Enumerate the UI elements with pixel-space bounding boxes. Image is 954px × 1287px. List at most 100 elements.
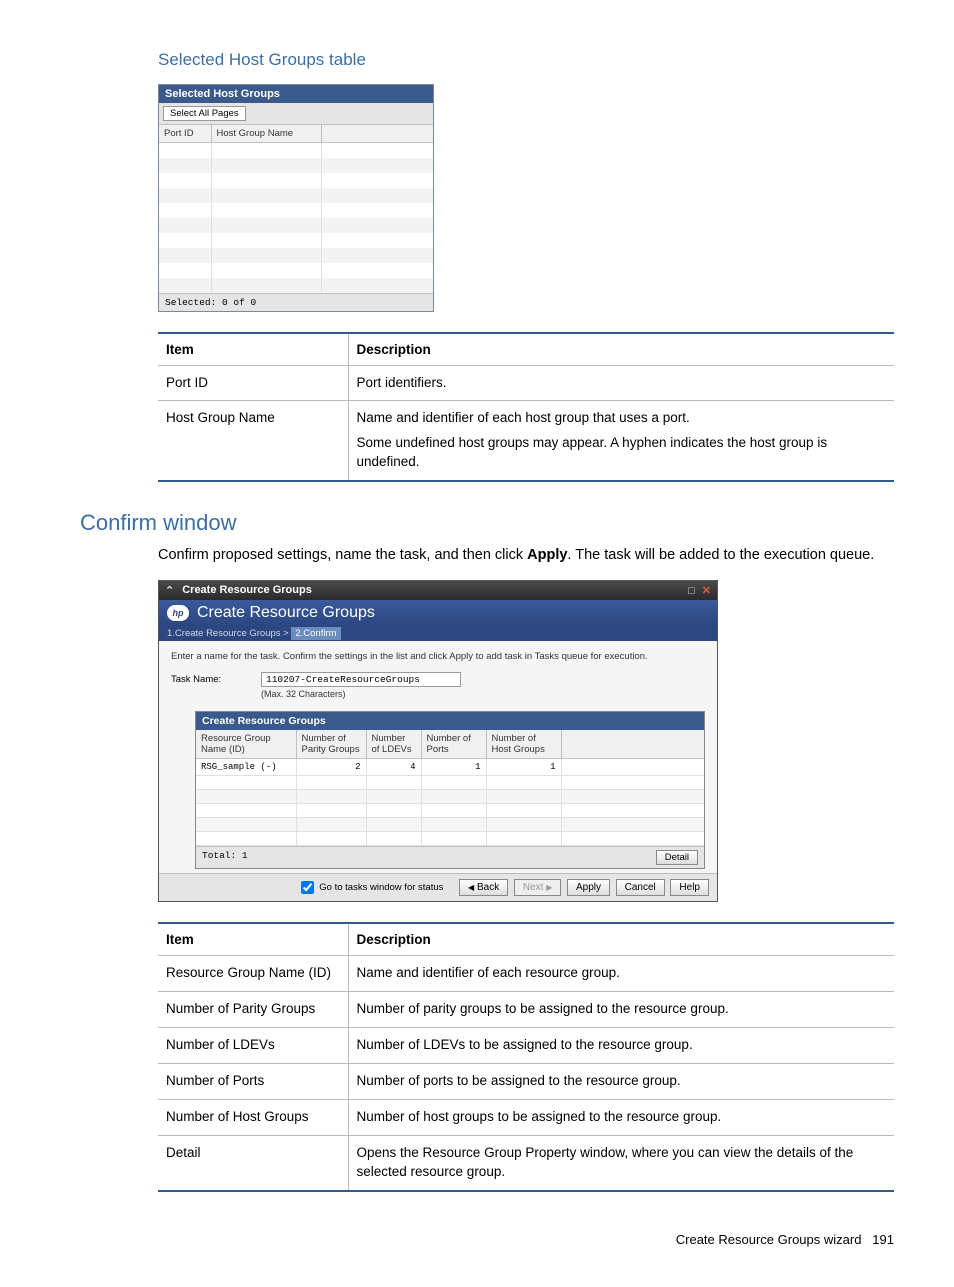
table-row [159, 233, 433, 248]
cell-ldevs: 4 [366, 759, 421, 776]
collapse-icon[interactable]: ⌃ [165, 584, 174, 597]
col-header: Numberof LDEVs [366, 730, 421, 759]
table-cell: Number of Parity Groups [158, 992, 348, 1028]
task-name-hint: (Max. 32 Characters) [261, 689, 461, 699]
cell-blank [561, 759, 704, 776]
table-row [159, 218, 433, 233]
intro-post: . The task will be added to the executio… [567, 547, 874, 563]
table-cell: Name and identifier of each resource gro… [348, 956, 894, 992]
table-row [159, 278, 433, 293]
resource-groups-table: Resource GroupName (ID)Number ofParity G… [196, 730, 704, 847]
hp-logo-icon: hp [167, 605, 189, 621]
col-header: Number ofParity Groups [296, 730, 366, 759]
next-button: Next ▶ [514, 879, 562, 896]
table-row [196, 832, 704, 846]
wizard-title: Create Resource Groups [197, 604, 375, 622]
table-row [159, 248, 433, 263]
table-cell: Number of host groups to be assigned to … [348, 1099, 894, 1135]
panel-title: Selected Host Groups [159, 85, 433, 103]
table-cell: Name and identifier of each host group t… [348, 401, 894, 481]
total-label: Total: 1 [202, 850, 248, 865]
table-cell: Number of LDEVs to be assigned to the re… [348, 1028, 894, 1064]
col-blank [321, 125, 433, 143]
table-cell: Number of parity groups to be assigned t… [348, 992, 894, 1028]
confirm-window-screenshot: ⌃ Create Resource Groups □ ✕ hp Create R… [158, 580, 718, 903]
page-footer: Create Resource Groups wizard 191 [80, 1232, 894, 1247]
table-cell: Resource Group Name (ID) [158, 956, 348, 992]
table-cell: Number of ports to be assigned to the re… [348, 1064, 894, 1100]
confirm-intro: Confirm proposed settings, name the task… [158, 546, 894, 566]
close-icon[interactable]: ✕ [702, 585, 711, 597]
help-button[interactable]: Help [670, 879, 709, 896]
table-row: Number of Parity GroupsNumber of parity … [158, 992, 894, 1028]
table-cell: Opens the Resource Group Property window… [348, 1135, 894, 1190]
task-name-label: Task Name: [171, 672, 261, 685]
table-row [159, 158, 433, 173]
table-row [159, 203, 433, 218]
table-row [159, 173, 433, 188]
apply-button[interactable]: Apply [567, 879, 610, 896]
col-header: Item [158, 333, 348, 366]
cell-parity: 2 [296, 759, 366, 776]
table-row [159, 143, 433, 158]
breadcrumb-step-1[interactable]: 1.Create Resource Groups > [167, 628, 289, 639]
table-row: Port IDPort identifiers. [158, 365, 894, 401]
table-row: Number of LDEVsNumber of LDEVs to be ass… [158, 1028, 894, 1064]
go-to-tasks-checkbox[interactable] [301, 881, 314, 894]
table-row: Number of PortsNumber of ports to be ass… [158, 1064, 894, 1100]
col-header [561, 730, 704, 759]
wizard-button-bar: Go to tasks window for status ◀ Back Nex… [159, 873, 717, 901]
breadcrumb-step-2: 2.Confirm [291, 627, 340, 640]
col-header: Number ofPorts [421, 730, 486, 759]
table-row [159, 188, 433, 203]
inner-panel: Create Resource Groups Resource GroupNam… [195, 711, 705, 870]
panel-toolbar: Select All Pages [159, 103, 433, 125]
table-cell: Number of Host Groups [158, 1099, 348, 1135]
table-row [196, 804, 704, 818]
table-cell: Port ID [158, 365, 348, 401]
doc-table-2: ItemDescriptionResource Group Name (ID)N… [158, 922, 894, 1191]
col-header: Description [348, 333, 894, 366]
table-row: Number of Host GroupsNumber of host grou… [158, 1099, 894, 1135]
table-row [196, 790, 704, 804]
breadcrumb: 1.Create Resource Groups > 2.Confirm [159, 626, 717, 641]
intro-bold: Apply [527, 547, 567, 563]
table-cell: Number of LDEVs [158, 1028, 348, 1064]
cancel-button[interactable]: Cancel [616, 879, 665, 896]
cell-ports: 1 [421, 759, 486, 776]
section-heading-selected-host-groups: Selected Host Groups table [158, 50, 894, 70]
selected-host-groups-screenshot: Selected Host Groups Select All Pages Po… [158, 84, 434, 312]
table-row: DetailOpens the Resource Group Property … [158, 1135, 894, 1190]
cell-rg-name: RSG_sample (-) [196, 759, 296, 776]
host-groups-table: Port ID Host Group Name [159, 125, 433, 293]
section-heading-confirm-window: Confirm window [80, 510, 894, 536]
col-header: Description [348, 923, 894, 956]
table-cell: Port identifiers. [348, 365, 894, 401]
task-name-input[interactable]: 110207-CreateResourceGroups [261, 672, 461, 687]
doc-table-1: ItemDescriptionPort IDPort identifiers.H… [158, 332, 894, 483]
table-cell: Number of Ports [158, 1064, 348, 1100]
table-row: Host Group NameName and identifier of ea… [158, 401, 894, 481]
wizard-header: hp Create Resource Groups [159, 600, 717, 626]
detail-button[interactable]: Detail [656, 850, 698, 865]
maximize-icon[interactable]: □ [688, 585, 695, 597]
wizard-instruction: Enter a name for the task. Confirm the s… [171, 651, 705, 662]
col-port-id: Port ID [159, 125, 211, 143]
table-row [196, 776, 704, 790]
table-row [159, 263, 433, 278]
table-row [196, 818, 704, 832]
back-button[interactable]: ◀ Back [459, 879, 508, 896]
intro-text: Confirm proposed settings, name the task… [158, 547, 527, 563]
select-all-pages-button[interactable]: Select All Pages [163, 106, 246, 121]
cell-hostgroups: 1 [486, 759, 561, 776]
panel-footer-selected: Selected: 0 of 0 [159, 293, 433, 311]
empty-rows [159, 143, 433, 293]
col-header: Resource GroupName (ID) [196, 730, 296, 759]
window-title: Create Resource Groups [182, 584, 312, 596]
table-cell: Detail [158, 1135, 348, 1190]
inner-panel-footer: Total: 1 Detail [196, 846, 704, 868]
go-to-tasks-label: Go to tasks window for status [319, 882, 443, 893]
table-cell: Host Group Name [158, 401, 348, 481]
col-host-group-name: Host Group Name [211, 125, 321, 143]
col-header: Item [158, 923, 348, 956]
